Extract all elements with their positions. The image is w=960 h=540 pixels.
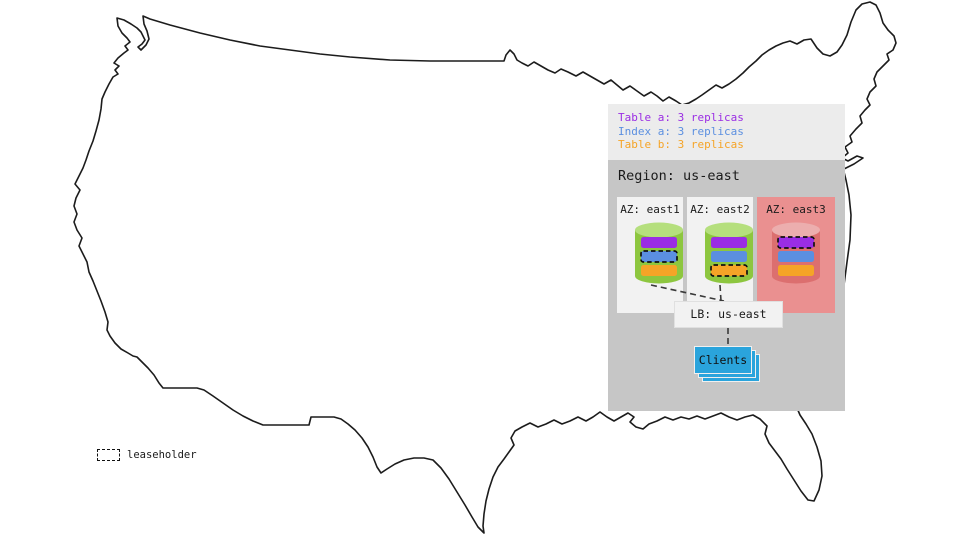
load-balancer-label: LB: us-east	[690, 307, 767, 321]
legend-table-b: Table b: 3 replicas	[618, 138, 744, 151]
region-title: Region: us-east	[618, 168, 740, 184]
replica-index-a	[711, 251, 747, 262]
replica-table-a	[711, 237, 747, 248]
az-east2-database-cylinder	[705, 222, 753, 284]
legend-index-a: Index a: 3 replicas	[618, 124, 744, 138]
az-east3-database-cylinder	[772, 222, 820, 284]
replica-table-b	[641, 265, 677, 276]
az-east1-box: AZ: east1	[617, 197, 683, 313]
legend-table-a: Table a: 3 replicas	[618, 111, 744, 124]
clients-card-front: Clients	[694, 346, 752, 374]
az-east1-database-cylinder	[635, 222, 683, 284]
replica-table-b-leaseholder	[710, 264, 748, 277]
replica-table-a-leaseholder	[777, 236, 815, 249]
az-east1-label: AZ: east1	[620, 203, 680, 216]
clients-label: Clients	[698, 353, 748, 367]
replica-table-b	[778, 265, 814, 276]
az-east3-label: AZ: east3	[766, 203, 826, 216]
replica-index-a-leaseholder	[640, 250, 678, 263]
clients-stack: Clients	[694, 346, 764, 386]
leaseholder-key: leaseholder	[97, 449, 197, 461]
leaseholder-key-label: leaseholder	[127, 449, 197, 461]
az-east2-label: AZ: east2	[690, 203, 750, 216]
az-east3-box-down: AZ: east3	[757, 197, 835, 313]
replica-legend-panel: Table a: 3 replicas Index a: 3 replicas …	[608, 104, 845, 160]
az-east2-box: AZ: east2	[687, 197, 753, 313]
leaseholder-swatch-icon	[97, 449, 120, 461]
replica-table-a	[641, 237, 677, 248]
load-balancer-box: LB: us-east	[675, 302, 782, 327]
replica-index-a	[778, 251, 814, 262]
